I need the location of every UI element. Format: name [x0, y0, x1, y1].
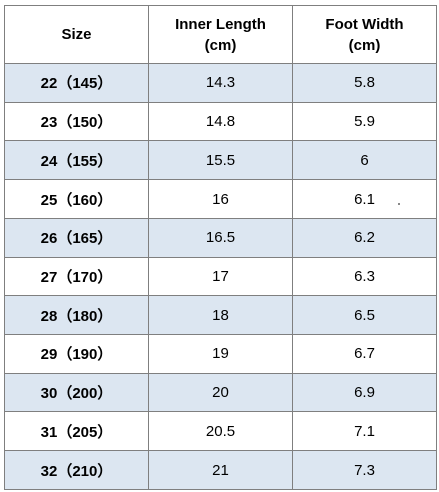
size-cell: 30（200）: [4, 372, 149, 413]
table-row: 28（180） 18 6.5: [4, 295, 437, 336]
inner-length-cell: 17: [148, 256, 293, 297]
foot-width-cell: 6: [292, 140, 437, 181]
table-row: 32（210） 21 7.3: [4, 450, 437, 490]
foot-width-cell: 6.7: [292, 334, 437, 374]
size-cell: 26（165）: [4, 217, 149, 258]
table-row: 24（155） 15.5 6: [4, 140, 437, 181]
inner-length-cell: 20.5: [148, 411, 293, 452]
foot-width-cell: 6.1: [292, 179, 437, 219]
inner-length-cell: 21: [148, 450, 293, 490]
size-cell: 27（170）: [4, 256, 149, 297]
size-table: Size Inner Length (cm) Foot Width (cm) 2…: [4, 5, 437, 490]
inner-length-cell: 16: [148, 179, 293, 219]
foot-width-cell: 7.1: [292, 411, 437, 452]
table-row: 23（150） 14.8 5.9: [4, 101, 437, 142]
size-cell: 32（210）: [4, 450, 149, 490]
foot-width-cell: 5.8: [292, 63, 437, 103]
table-row: 25（160） 16 6.1: [4, 179, 437, 219]
size-cell: 31（205）: [4, 411, 149, 452]
header-row: Size Inner Length (cm) Foot Width (cm): [4, 5, 437, 64]
stray-dot: [398, 203, 400, 205]
inner-length-cell: 19: [148, 334, 293, 374]
foot-width-cell: 6.9: [292, 372, 437, 413]
header-inner-length: Inner Length (cm): [148, 5, 293, 64]
size-cell: 29（190）: [4, 334, 149, 374]
inner-length-cell: 18: [148, 295, 293, 336]
header-inner-length-unit: (cm): [204, 36, 237, 54]
table-row: 26（165） 16.5 6.2: [4, 217, 437, 258]
foot-width-cell: 7.3: [292, 450, 437, 490]
foot-width-cell: 5.9: [292, 101, 437, 142]
inner-length-cell: 14.3: [148, 63, 293, 103]
size-cell: 28（180）: [4, 295, 149, 336]
foot-width-cell: 6.2: [292, 217, 437, 258]
header-foot-width-unit: (cm): [348, 36, 381, 54]
header-size: Size: [4, 5, 149, 64]
inner-length-cell: 20: [148, 372, 293, 413]
foot-width-cell: 6.5: [292, 295, 437, 336]
table-row: 31（205） 20.5 7.1: [4, 411, 437, 452]
table-row: 29（190） 19 6.7: [4, 334, 437, 374]
table-row: 30（200） 20 6.9: [4, 372, 437, 413]
foot-width-cell: 6.3: [292, 256, 437, 297]
table-row: 27（170） 17 6.3: [4, 256, 437, 297]
inner-length-cell: 14.8: [148, 101, 293, 142]
size-cell: 23（150）: [4, 101, 149, 142]
inner-length-cell: 16.5: [148, 217, 293, 258]
size-cell: 24（155）: [4, 140, 149, 181]
inner-length-cell: 15.5: [148, 140, 293, 181]
header-inner-length-label: Inner Length: [175, 15, 266, 33]
size-chart: Size Inner Length (cm) Foot Width (cm) 2…: [4, 5, 437, 490]
size-cell: 25（160）: [4, 179, 149, 219]
header-foot-width-label: Foot Width: [325, 15, 404, 33]
table-row: 22（145） 14.3 5.8: [4, 63, 437, 103]
size-cell: 22（145）: [4, 63, 149, 103]
header-foot-width: Foot Width (cm): [292, 5, 437, 64]
